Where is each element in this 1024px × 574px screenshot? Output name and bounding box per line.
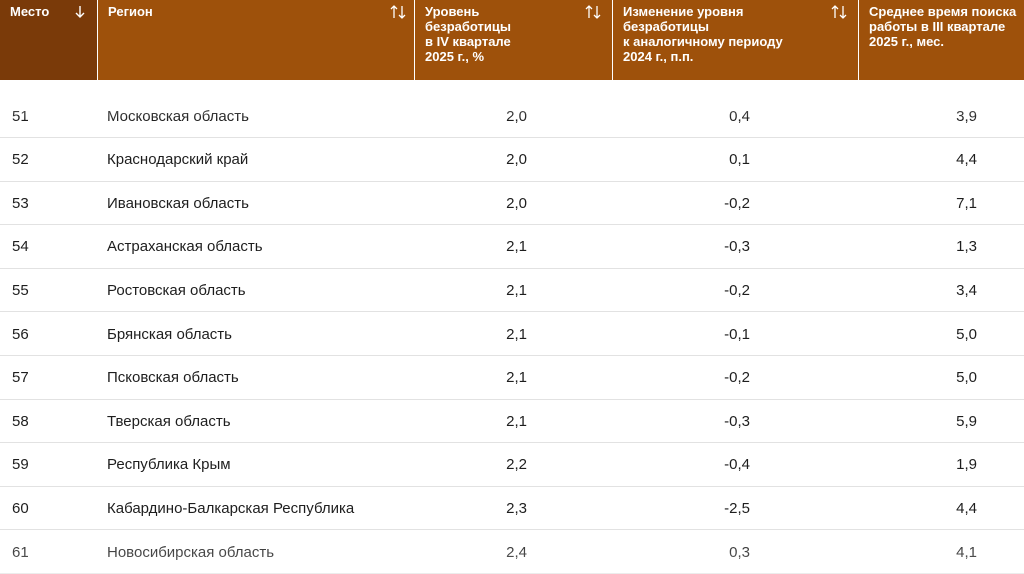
- cell-place: 53: [12, 194, 29, 212]
- cell-region: Краснодарский край: [107, 151, 249, 169]
- cell-place: 55: [12, 281, 29, 299]
- cell-search-time: 4,4: [956, 499, 977, 517]
- cell-place: 57: [12, 369, 29, 387]
- sort-icon: [831, 5, 847, 19]
- table-row: 51 Московская область 2,0 0,4 3,9: [0, 95, 1024, 139]
- cell-rate: 2,2: [506, 456, 527, 474]
- header-text: Среднее время поиска работы в III кварта…: [869, 4, 1017, 49]
- cell-change: -0,1: [724, 325, 750, 343]
- cell-change: -0,2: [724, 369, 750, 387]
- cell-region: Кабардино-Балкарская Республика: [107, 499, 355, 517]
- header-change[interactable]: Изменение уровня безработицы к аналогичн…: [613, 0, 858, 80]
- table-row: 56 Брянская область 2,1 -0,1 5,0: [0, 313, 1024, 357]
- cell-rate: 2,0: [506, 151, 527, 169]
- cell-search-time: 1,3: [956, 238, 977, 256]
- sort-icon: [390, 5, 406, 19]
- table-row: 58 Тверская область 2,1 -0,3 5,9: [0, 400, 1024, 444]
- cell-place: 56: [12, 325, 29, 343]
- cell-region: Новосибирская область: [107, 543, 275, 561]
- cell-change: -0,3: [724, 238, 750, 256]
- cell-region: Ростовская область: [107, 281, 246, 299]
- cell-place: 52: [12, 151, 29, 169]
- cell-place: 60: [12, 499, 29, 517]
- sort-icon: [585, 5, 601, 19]
- header-text: Регион: [108, 4, 153, 19]
- header-region[interactable]: Регион: [98, 0, 414, 80]
- cell-rate: 2,0: [506, 107, 527, 125]
- table-row: 60 Кабардино-Балкарская Республика 2,3 -2,5…: [0, 487, 1024, 531]
- cell-search-time: 3,9: [956, 107, 977, 125]
- cell-search-time: 1,9: [956, 456, 977, 474]
- cell-region: Брянская область: [107, 325, 232, 343]
- cell-place: 61: [12, 543, 29, 561]
- cell-change: -0,2: [724, 281, 750, 299]
- cell-place: 54: [12, 238, 29, 256]
- header-text: Уровень безработицы в IV квартале 2025 г…: [425, 4, 511, 64]
- cell-rate: 2,0: [506, 194, 527, 212]
- cell-search-time: 5,0: [956, 325, 977, 343]
- cell-rate: 2,1: [506, 325, 527, 343]
- table-row: 54 Астраханская область 2,1 -0,3 1,3: [0, 225, 1024, 269]
- cell-search-time: 5,0: [956, 369, 977, 387]
- table-row: 59 Республика Крым 2,2 -0,4 1,9: [0, 443, 1024, 487]
- header-search-time[interactable]: Среднее время поиска работы в III кварта…: [859, 0, 1024, 80]
- header-text: Место: [10, 4, 50, 19]
- cell-place: 59: [12, 456, 29, 474]
- header-rate[interactable]: Уровень безработицы в IV квартале 2025 г…: [415, 0, 612, 80]
- cell-rate: 2,4: [506, 543, 527, 561]
- cell-region: Ивановская область: [107, 194, 249, 212]
- cell-change: -2,5: [724, 499, 750, 517]
- cell-search-time: 7,1: [956, 194, 977, 212]
- sort-icon: [75, 6, 85, 18]
- cell-rate: 2,1: [506, 238, 527, 256]
- cell-change: 0,4: [729, 107, 750, 125]
- cell-place: 51: [12, 107, 29, 125]
- cell-change: -0,3: [724, 412, 750, 430]
- cell-region: Московская область: [107, 107, 249, 125]
- cell-region: Тверская область: [107, 412, 231, 430]
- cell-region: Астраханская область: [107, 238, 263, 256]
- table-row: 53 Ивановская область 2,0 -0,2 7,1: [0, 182, 1024, 226]
- cell-search-time: 5,9: [956, 412, 977, 430]
- cell-rate: 2,1: [506, 281, 527, 299]
- table-row: 61 Новосибирская область 2,4 0,3 4,1: [0, 531, 1024, 574]
- header-place[interactable]: Место: [0, 0, 97, 80]
- table-row: 52 Краснодарский край 2,0 0,1 4,4: [0, 138, 1024, 182]
- cell-rate: 2,1: [506, 412, 527, 430]
- cell-change: 0,1: [729, 151, 750, 169]
- cell-search-time: 4,1: [956, 543, 977, 561]
- cell-change: 0,3: [729, 543, 750, 561]
- table-row: 57 Псковская область 2,1 -0,2 5,0: [0, 356, 1024, 400]
- cell-search-time: 3,4: [956, 281, 977, 299]
- cell-place: 58: [12, 412, 29, 430]
- cell-rate: 2,1: [506, 369, 527, 387]
- cell-change: -0,4: [724, 456, 750, 474]
- cell-region: Республика Крым: [107, 456, 231, 474]
- header-text: Изменение уровня безработицы к аналогичн…: [623, 4, 783, 64]
- cell-rate: 2,3: [506, 499, 527, 517]
- table-row: 55 Ростовская область 2,1 -0,2 3,4: [0, 269, 1024, 313]
- cell-change: -0,2: [724, 194, 750, 212]
- cell-region: Псковская область: [107, 369, 239, 387]
- cell-search-time: 4,4: [956, 151, 977, 169]
